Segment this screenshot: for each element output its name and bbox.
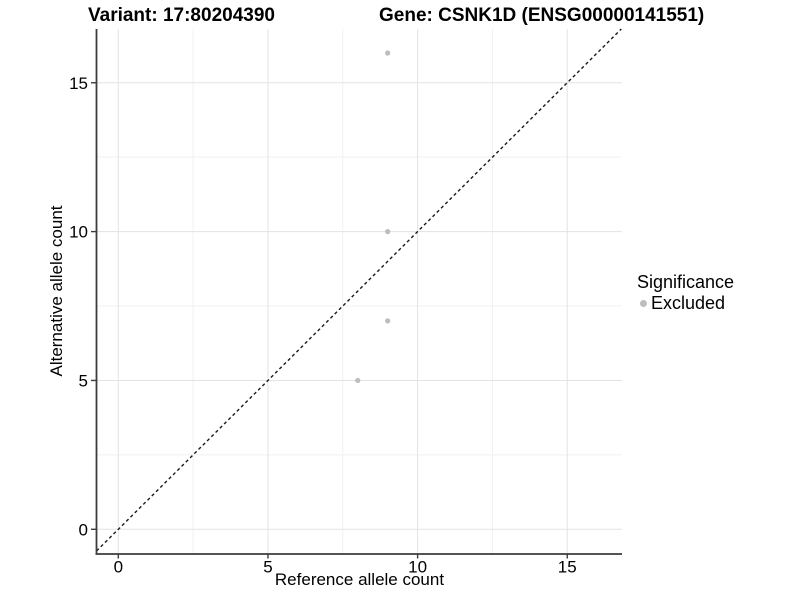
variant-title: Variant: 17:80204390 [88, 5, 275, 26]
excluded-point-icon [640, 299, 647, 307]
x-axis-title: Reference allele count [274, 570, 445, 589]
y-tick-label: 5 [79, 371, 88, 390]
gene-title: Gene: CSNK1D (ENSG00000141551) [379, 5, 705, 26]
y-tick-label: 0 [79, 520, 88, 539]
legend-title: Significance [637, 272, 735, 292]
y-tick-label: 10 [69, 223, 88, 242]
x-tick-label: 15 [558, 558, 577, 577]
identity-line [96, 28, 622, 552]
legend: Significance Excluded [637, 272, 734, 312]
x-tick-label: 5 [263, 558, 272, 577]
data-point [355, 377, 361, 384]
legend-item-excluded: Excluded [637, 294, 734, 312]
y-tick-label: 15 [69, 74, 88, 93]
legend-item-label: Excluded [651, 293, 726, 313]
data-point [385, 50, 391, 56]
x-tick-label: 0 [114, 558, 123, 577]
y-axis-title: Alternative allele count [47, 205, 66, 377]
x-tick-label: 10 [408, 558, 427, 577]
data-point [385, 318, 391, 324]
data-point [385, 229, 391, 235]
